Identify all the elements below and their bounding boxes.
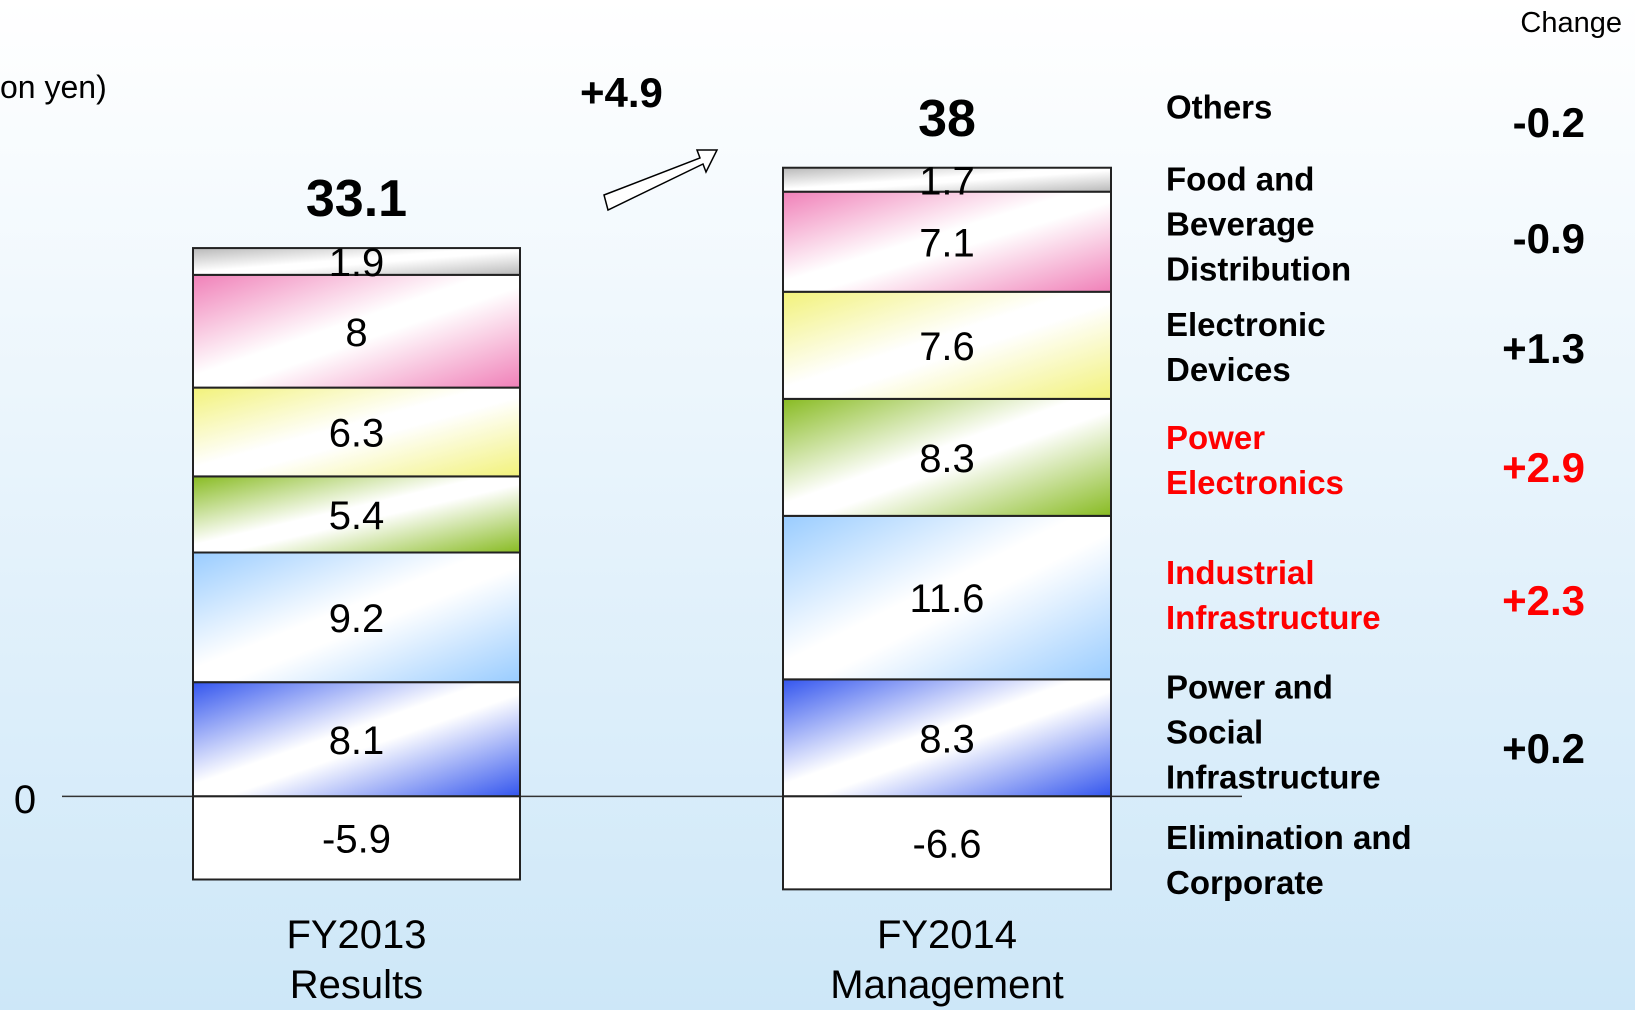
change-header: Change xyxy=(1520,7,1622,39)
legend-label: Elimination and Corporate xyxy=(1166,819,1412,901)
value-label: 11.6 xyxy=(910,577,985,621)
change-label: +2.9 xyxy=(1502,443,1585,491)
value-label: 8.3 xyxy=(919,717,975,761)
total-label: 33.1 xyxy=(305,170,408,229)
value-label: -6.6 xyxy=(913,822,982,866)
value-label: 8 xyxy=(345,311,367,355)
change-label: +1.3 xyxy=(1502,324,1585,372)
x-tick-label: FY2014 Management xyxy=(830,913,1064,1007)
bar-segment xyxy=(782,166,1112,193)
value-label: 1.9 xyxy=(329,241,385,285)
bar-segment xyxy=(782,290,1112,400)
bar-segment xyxy=(782,190,1112,293)
bar-segment xyxy=(192,247,521,276)
value-label: 8.1 xyxy=(329,719,385,763)
bar-segment xyxy=(192,795,521,881)
value-label: 9.2 xyxy=(329,597,385,641)
legend-label: Power and Social Infrastructure xyxy=(1166,668,1381,796)
change-label: +0.2 xyxy=(1502,724,1585,772)
bar-segment xyxy=(782,397,1112,517)
total-change: +4.9 xyxy=(580,69,663,116)
value-label: 5.4 xyxy=(329,494,385,538)
value-label: 7.1 xyxy=(919,221,975,265)
bar-segment xyxy=(782,678,1112,798)
bar-segment xyxy=(192,551,521,684)
total-label: 38 xyxy=(918,89,976,148)
value-label: 6.3 xyxy=(329,412,385,456)
bar-segment xyxy=(782,514,1112,681)
legend-label: Electronic Devices xyxy=(1166,306,1326,388)
change-label: -0.9 xyxy=(1512,214,1585,262)
legend-label: Industrial Infrastructure xyxy=(1166,554,1381,636)
change-label: +2.3 xyxy=(1502,576,1585,624)
legend-label: Food and Beverage Distribution xyxy=(1166,160,1352,288)
legend-label: Others xyxy=(1166,88,1273,126)
bar-segment xyxy=(782,795,1112,891)
bar-segment xyxy=(192,681,521,798)
y-tick-label: 0 xyxy=(14,778,36,822)
change-label: -0.2 xyxy=(1512,98,1585,146)
value-label: 8.3 xyxy=(919,437,975,481)
unit-label: on yen) xyxy=(0,69,107,105)
value-label: 1.7 xyxy=(919,159,975,203)
legend-label: Power Electronics xyxy=(1166,419,1344,501)
value-label: 7.6 xyxy=(919,325,975,369)
bar-segment xyxy=(192,475,521,554)
x-tick-label: FY2013 Results xyxy=(286,913,427,1007)
arrow xyxy=(603,149,719,212)
value-label: -5.9 xyxy=(322,817,391,861)
